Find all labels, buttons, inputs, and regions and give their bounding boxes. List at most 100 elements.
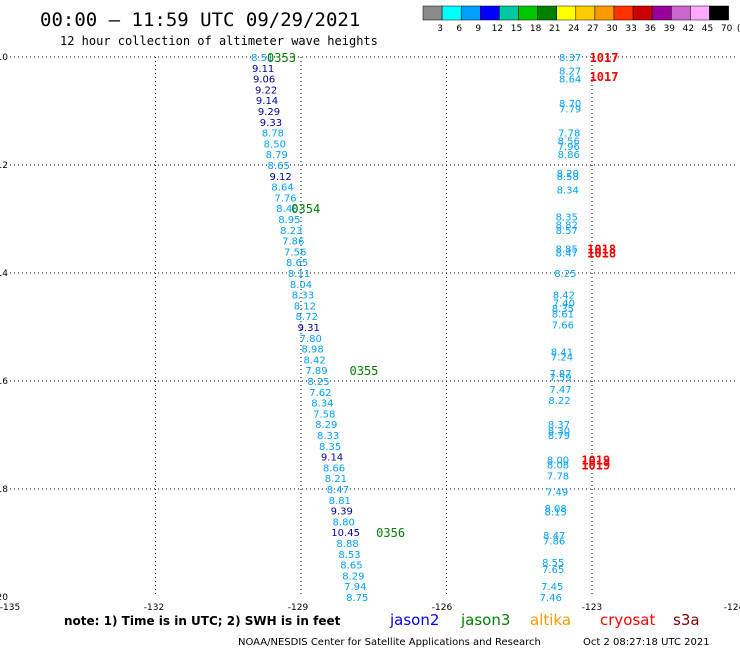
- swh-value: 8.65: [268, 161, 290, 172]
- scale-swatch: [441, 5, 462, 21]
- swh-value: 8.30: [548, 427, 570, 438]
- scale-swatch: [613, 5, 634, 21]
- x-tick-label: -135: [0, 603, 20, 613]
- scale-label: 42: [683, 24, 694, 34]
- swh-value: 10.45: [331, 528, 360, 539]
- scale-label: 39: [664, 24, 676, 34]
- swh-value: 8.78: [262, 129, 284, 140]
- scale-label: 6: [456, 24, 462, 34]
- swh-value: 8.12: [294, 301, 316, 312]
- scale-label: 45: [702, 24, 713, 34]
- scale-label: 36: [644, 24, 656, 34]
- swh-value: 7.87: [549, 369, 571, 380]
- scale-label: 18: [530, 24, 542, 34]
- swh-value: 8.50: [264, 139, 286, 150]
- scale-label: 30: [606, 24, 618, 34]
- pass-time-label: 0353: [267, 51, 296, 65]
- swh-value: 7.86: [282, 237, 304, 248]
- swh-value: 7.59: [549, 373, 571, 384]
- scale-swatch: [632, 5, 653, 21]
- chart-title: 00:00 – 11:59 UTC 09/29/2021: [40, 9, 360, 31]
- swh-value: 9.31: [298, 323, 320, 334]
- scale-label: 15: [511, 24, 522, 34]
- legend-entry: jason2: [389, 611, 439, 629]
- scale-label: 21: [549, 24, 560, 34]
- swh-value: 7.49: [546, 488, 568, 499]
- swh-value: 7.65: [542, 565, 564, 576]
- y-tick-label: 20: [0, 593, 8, 603]
- swh-value: 9.22: [255, 85, 277, 96]
- swh-value: 8.08: [547, 461, 569, 472]
- swh-value: 8.51: [251, 53, 273, 64]
- swh-value: 9.33: [260, 118, 282, 129]
- swh-value: 7.58: [313, 409, 335, 420]
- swh-value: 8.23: [280, 226, 302, 237]
- swh-value: 8.37: [559, 53, 581, 64]
- scale-label: 24: [568, 24, 580, 34]
- swh-value: 8.80: [333, 517, 355, 528]
- scale-swatch: [556, 5, 577, 21]
- swh-value: 7.45: [541, 582, 563, 593]
- swh-value: 7.96: [558, 142, 580, 153]
- scale-label: 3: [437, 24, 443, 34]
- swh-value: 8.08: [544, 504, 566, 515]
- swh-value: 9.39: [331, 507, 353, 518]
- swh-value: 8.55: [542, 558, 564, 569]
- pass-time-label: 0355: [350, 364, 379, 378]
- x-tick-label: -132: [144, 603, 164, 613]
- swh-value: 8.42: [303, 355, 325, 366]
- scale-label: 27: [587, 24, 598, 34]
- swh-value: 8.29: [342, 571, 364, 582]
- swh-value: 9.12: [269, 172, 291, 183]
- swh-value: 8.47: [327, 485, 349, 496]
- swh-value: 8.58: [557, 172, 579, 183]
- scale-swatch: [518, 5, 538, 21]
- scale-label: 12: [492, 24, 503, 34]
- swh-value: 7.46: [540, 593, 562, 604]
- pass-time-label: 1018: [587, 246, 616, 260]
- swh-value: 7.78: [547, 472, 569, 483]
- swh-value: 8.70: [559, 99, 581, 110]
- swh-value: 8.65: [340, 561, 362, 572]
- swh-value: 7.76: [274, 193, 296, 204]
- swh-value: 8.79: [266, 150, 288, 161]
- swh-value: 8.86: [558, 150, 580, 161]
- swh-value: 7.47: [549, 385, 571, 396]
- scale-label: 33: [625, 24, 636, 34]
- swh-value: 8.57: [556, 226, 578, 237]
- swh-value: 9.14: [321, 453, 343, 464]
- swh-value: 8.35: [556, 212, 578, 223]
- x-tick-label: -126: [432, 603, 453, 613]
- swh-value: 8.04: [290, 280, 312, 291]
- scale-swatch: [594, 5, 615, 21]
- chart-subtitle: 12 hour collection of altimeter wave hei…: [60, 34, 378, 48]
- swh-value: 8.29: [315, 420, 337, 431]
- swh-value: 7.94: [344, 582, 366, 593]
- scale-swatch: [709, 5, 729, 21]
- swh-value: 8.27: [559, 67, 581, 78]
- footer-note: note: 1) Time is in UTC; 2) SWH is in fe…: [64, 614, 341, 628]
- scale-label: 70: [721, 24, 733, 34]
- swh-value: 8.95: [278, 215, 300, 226]
- swh-value: 8.42: [553, 291, 575, 302]
- legend-entry: s3a: [673, 611, 700, 629]
- swh-value: 8.25: [554, 269, 576, 280]
- swh-value: 9.06: [253, 75, 275, 86]
- swh-value: 8.34: [311, 399, 333, 410]
- scale-swatch: [690, 5, 710, 21]
- swh-value: 8.82: [556, 220, 578, 231]
- swh-value: 8.85: [556, 245, 578, 256]
- swh-value: 8.41: [551, 347, 573, 358]
- x-tick-label: -123: [582, 603, 602, 613]
- swh-value: 7.24: [551, 353, 573, 364]
- swh-value: 8.72: [296, 312, 318, 323]
- swh-value: 8.21: [325, 474, 347, 485]
- footer-credit: NOAA/NESDIS Center for Satellite Applica…: [238, 637, 541, 648]
- legend-entry: altika: [530, 611, 571, 629]
- swh-value: 8.56: [558, 137, 580, 148]
- swh-value: 8.47: [543, 531, 565, 542]
- pass-time-label: 0356: [376, 526, 405, 540]
- swh-value: 9.14: [256, 96, 278, 107]
- y-tick-label: 18: [0, 485, 8, 495]
- scale-swatch: [422, 5, 443, 21]
